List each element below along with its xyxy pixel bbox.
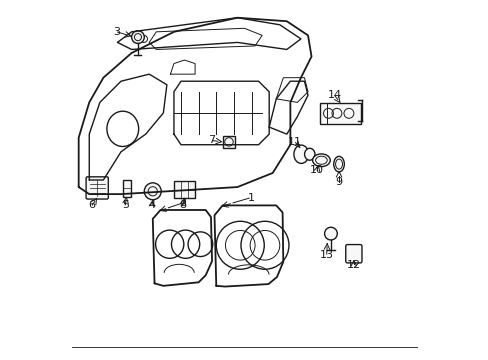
Circle shape (131, 31, 144, 44)
Ellipse shape (333, 156, 344, 172)
Text: 11: 11 (288, 137, 302, 147)
Text: 12: 12 (346, 260, 360, 270)
Ellipse shape (312, 154, 329, 167)
Text: 1: 1 (247, 193, 254, 203)
Ellipse shape (304, 148, 314, 160)
Text: 10: 10 (309, 166, 324, 175)
FancyBboxPatch shape (222, 136, 235, 148)
Text: 7: 7 (208, 135, 215, 145)
FancyBboxPatch shape (320, 103, 360, 123)
FancyBboxPatch shape (122, 180, 130, 197)
FancyBboxPatch shape (86, 177, 108, 199)
FancyBboxPatch shape (174, 181, 195, 198)
Text: 14: 14 (327, 90, 341, 100)
Text: 13: 13 (319, 250, 333, 260)
Text: 8: 8 (179, 201, 186, 210)
Text: 5: 5 (122, 201, 128, 210)
Text: 4: 4 (148, 201, 155, 210)
Text: 3: 3 (113, 27, 120, 37)
Circle shape (144, 183, 161, 200)
Text: 2: 2 (179, 198, 186, 208)
Text: 6: 6 (88, 201, 95, 210)
Text: 9: 9 (335, 177, 342, 187)
Circle shape (324, 227, 337, 240)
Ellipse shape (293, 145, 308, 163)
FancyBboxPatch shape (345, 244, 361, 263)
